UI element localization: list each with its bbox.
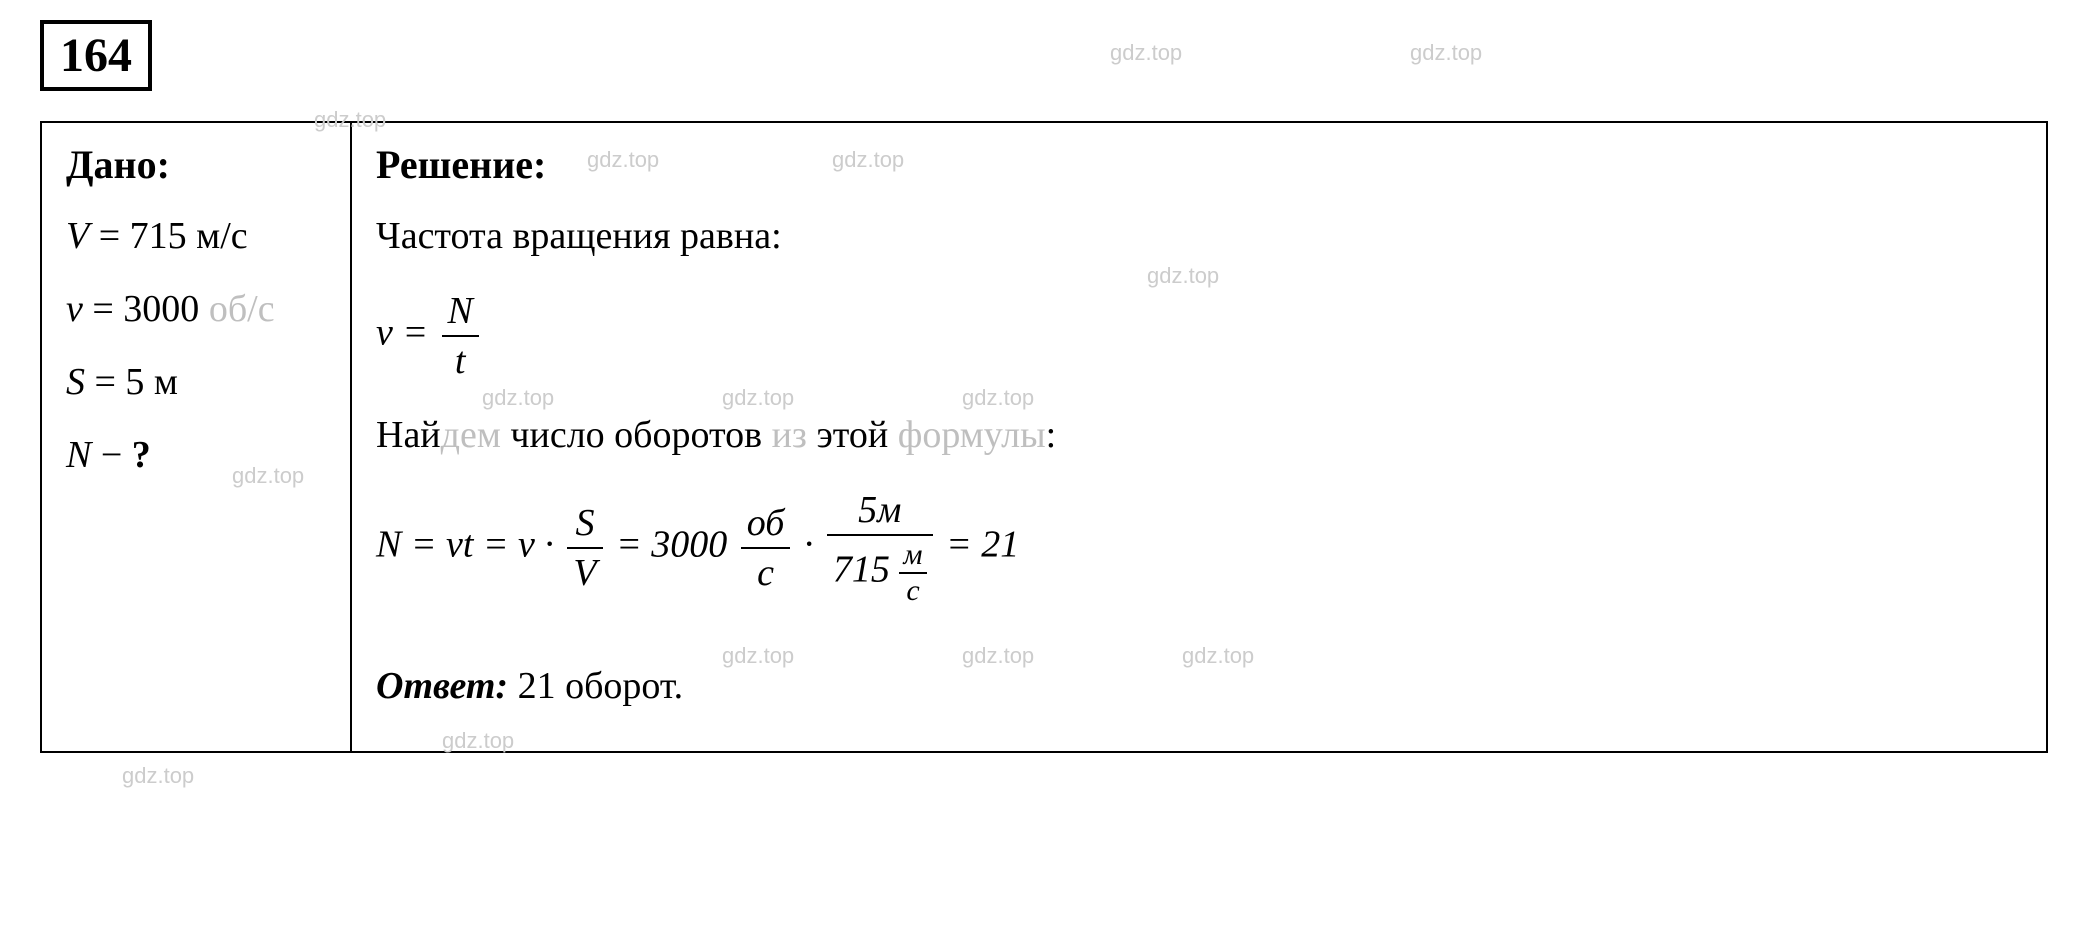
solution-line-1: Частота вращения равна: bbox=[376, 208, 2022, 265]
frac-num: об bbox=[741, 501, 791, 549]
given-line-3: S = 5 м bbox=[66, 354, 326, 411]
solution-table: Дано: V = 715 м/с ν = 3000 об/с S = 5 м … bbox=[40, 121, 2048, 753]
formula-num: N bbox=[442, 289, 479, 337]
given-label: Дано: bbox=[66, 141, 326, 188]
given-line-1: V = 715 м/с bbox=[66, 208, 326, 265]
given-value: = 715 м/с bbox=[89, 215, 247, 257]
formula-eq: = 3000 bbox=[616, 524, 727, 566]
formula-den: t bbox=[442, 337, 479, 383]
given-cell: Дано: V = 715 м/с ν = 3000 об/с S = 5 м … bbox=[41, 122, 351, 752]
text-part: этой bbox=[807, 414, 898, 456]
formula-lhs: ν bbox=[376, 312, 393, 354]
frac-den: V bbox=[567, 549, 602, 595]
formula-result: = 21 bbox=[946, 524, 1019, 566]
text-part: число оборотов bbox=[501, 414, 772, 456]
answer-line: Ответ: 21 оборот. bbox=[376, 658, 2022, 715]
watermark: gdz.top bbox=[122, 763, 194, 789]
text-faded: из bbox=[772, 414, 807, 456]
given-var: S bbox=[66, 361, 85, 403]
frac-num: S bbox=[567, 501, 602, 549]
answer-text: 21 оборот. bbox=[508, 665, 683, 707]
given-line-2: ν = 3000 об/с bbox=[66, 281, 326, 338]
watermark: gdz.top bbox=[1410, 40, 1482, 66]
given-unit-faded: об/с bbox=[209, 288, 275, 330]
formula-2: N = νt = ν · S V = 3000 об с · 5м 715 bbox=[376, 488, 2022, 608]
given-var: ν bbox=[66, 288, 83, 330]
formula-1: ν = N t bbox=[376, 289, 2022, 383]
frac-num: 5м bbox=[827, 488, 933, 536]
frac-den-num: 715 bbox=[833, 549, 890, 591]
given-value: = 3000 bbox=[83, 288, 209, 330]
formula-lhs: N = νt = ν · bbox=[376, 524, 563, 566]
watermark: gdz.top bbox=[1147, 263, 1219, 289]
given-value: = 5 м bbox=[85, 361, 178, 403]
given-var: V bbox=[66, 215, 89, 257]
text-part: Най bbox=[376, 414, 441, 456]
given-value: − bbox=[91, 434, 131, 476]
solution-cell: gdz.top gdz.top gdz.top Решение: Частота… bbox=[351, 122, 2047, 752]
problem-number: 164 bbox=[60, 29, 132, 82]
formula-dot: · bbox=[804, 524, 823, 566]
text-faded: дем bbox=[441, 414, 501, 456]
given-line-4: N − ? bbox=[66, 427, 326, 484]
watermark: gdz.top bbox=[442, 728, 514, 754]
inner-den: с bbox=[899, 574, 926, 608]
answer-label: Ответ: bbox=[376, 665, 508, 707]
watermark: gdz.top bbox=[1110, 40, 1182, 66]
given-question: ? bbox=[132, 434, 151, 476]
solution-line-2: Найдем число оборотов из этой формулы: bbox=[376, 407, 2022, 464]
given-var: N bbox=[66, 434, 91, 476]
frac-den: с bbox=[741, 549, 791, 595]
solution-label: Решение: bbox=[376, 141, 2022, 188]
text-faded: формулы bbox=[898, 414, 1046, 456]
inner-num: м bbox=[899, 538, 926, 574]
text-part: : bbox=[1046, 414, 1057, 456]
problem-number-box: 164 bbox=[40, 20, 152, 91]
